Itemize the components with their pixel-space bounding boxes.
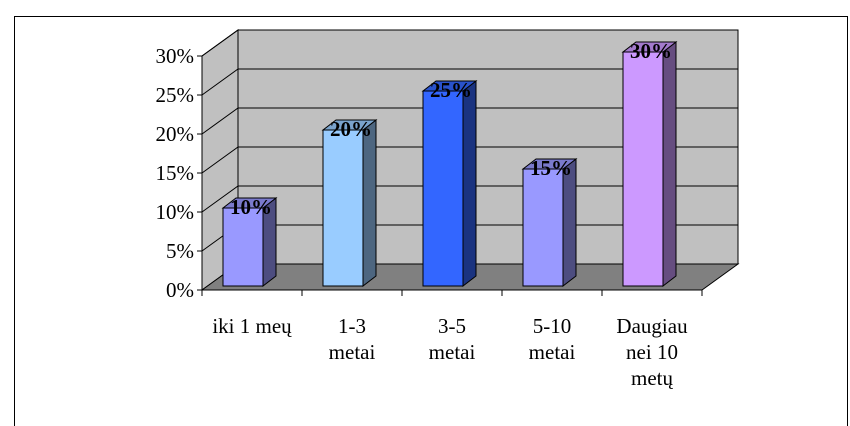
bar-side (362, 118, 377, 288)
gridline (201, 146, 738, 174)
gridline (201, 68, 738, 96)
bar (621, 40, 678, 288)
data-label: 10% (230, 195, 272, 219)
x-tick-label: 1-3 metai (329, 314, 376, 364)
bar-front (522, 168, 564, 287)
x-tick-label: iki 1 meų (212, 314, 292, 338)
bar (421, 79, 478, 288)
bar-side (662, 40, 677, 288)
bar-side (462, 79, 477, 288)
data-label: 15% (530, 156, 572, 180)
bar (521, 157, 578, 288)
x-tick-label: Daugiau nei 10 metų (616, 314, 688, 390)
y-tick-label: 15% (156, 161, 195, 185)
data-label: 25% (430, 78, 472, 102)
bar-front (222, 207, 264, 287)
bar (221, 196, 278, 288)
data-label: 30% (630, 39, 672, 63)
y-tick-label: 30% (156, 44, 195, 68)
bar-front (622, 51, 664, 287)
gridline (201, 29, 738, 57)
gridline (201, 107, 738, 135)
y-tick-label: 25% (156, 83, 195, 107)
x-tick-label: 5-10 metai (529, 314, 576, 364)
x-tick-label: 3-5 metai (429, 314, 476, 364)
bar (321, 118, 378, 288)
bar-front (422, 90, 464, 287)
y-tick-label: 20% (156, 122, 195, 146)
y-tick-label: 10% (156, 200, 195, 224)
y-tick-label: 0% (166, 278, 194, 302)
y-tick-label: 5% (166, 239, 194, 263)
bar-front (322, 129, 364, 287)
chart-frame (14, 16, 848, 426)
data-label: 20% (330, 117, 372, 141)
